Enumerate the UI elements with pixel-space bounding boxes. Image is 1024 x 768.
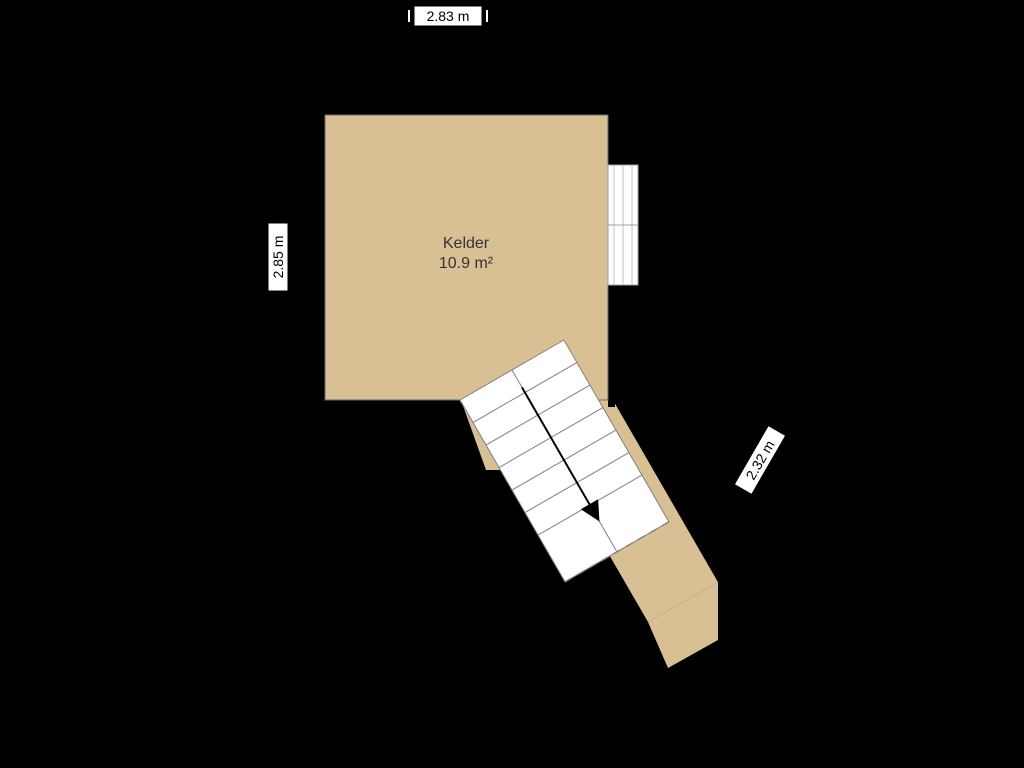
room-area-label: 10.9 m² <box>439 255 494 272</box>
dimension-diag: 2.32 m <box>734 426 785 495</box>
room-name-label: Kelder <box>443 235 490 252</box>
dimension-left-text: 2.85 m <box>270 236 286 279</box>
dimension-left: 2.85 m <box>268 223 288 291</box>
dimension-top-text: 2.83 m <box>427 8 470 24</box>
floorplan-canvas: Kelder 10.9 m² 2.83 m 2.85 m 2.32 m <box>0 0 1024 768</box>
window <box>608 165 638 285</box>
dimension-top: 2.83 m <box>409 6 487 26</box>
dimension-diag-text: 2.32 m <box>742 437 777 482</box>
